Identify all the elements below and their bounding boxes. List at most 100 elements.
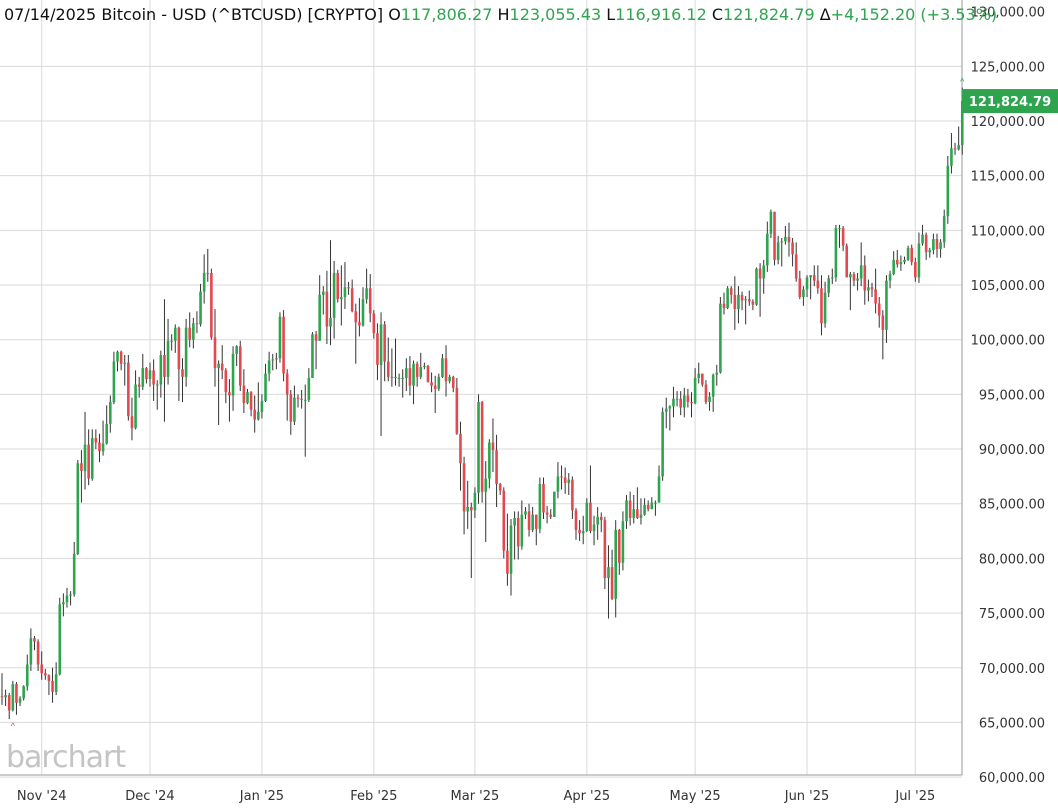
candle-body[interactable] xyxy=(827,278,830,293)
candle-body[interactable] xyxy=(859,265,863,279)
candle-body[interactable] xyxy=(54,674,58,692)
candle-body[interactable] xyxy=(408,368,412,386)
candle-body[interactable] xyxy=(401,377,405,379)
candle-body[interactable] xyxy=(444,358,448,382)
candle-body[interactable] xyxy=(823,292,827,324)
candle-body[interactable] xyxy=(632,509,636,518)
candle-body[interactable] xyxy=(740,294,744,301)
candle-body[interactable] xyxy=(285,373,289,395)
candle-body[interactable] xyxy=(282,316,285,374)
candle-body[interactable] xyxy=(76,463,80,555)
candle-body[interactable] xyxy=(462,463,466,512)
candle-body[interactable] xyxy=(682,395,686,408)
candle-body[interactable] xyxy=(553,491,556,517)
candle-body[interactable] xyxy=(303,399,307,401)
candle-body[interactable] xyxy=(296,397,300,399)
candle-body[interactable] xyxy=(545,512,549,515)
candle-body[interactable] xyxy=(451,376,455,388)
candle-body[interactable] xyxy=(834,228,838,278)
candle-body[interactable] xyxy=(83,444,87,471)
candle-body[interactable] xyxy=(729,288,733,295)
candle-body[interactable] xyxy=(119,351,123,364)
candle-body[interactable] xyxy=(715,372,719,375)
candle-body[interactable] xyxy=(650,502,654,510)
candle-body[interactable] xyxy=(636,509,639,518)
candle-body[interactable] xyxy=(607,567,610,579)
candle-body[interactable] xyxy=(354,311,358,323)
candle-body[interactable] xyxy=(845,245,849,278)
candle-body[interactable] xyxy=(805,277,809,290)
candle-body[interactable] xyxy=(899,262,903,265)
candle-body[interactable] xyxy=(867,287,870,291)
candle-body[interactable] xyxy=(939,242,942,249)
candle-body[interactable] xyxy=(448,376,451,382)
candle-body[interactable] xyxy=(888,274,892,281)
candle-body[interactable] xyxy=(58,604,62,675)
candle-body[interactable] xyxy=(787,236,791,243)
candle-body[interactable] xyxy=(376,333,379,365)
candle-body[interactable] xyxy=(820,288,823,324)
candle-body[interactable] xyxy=(412,363,415,386)
candle-body[interactable] xyxy=(794,254,798,279)
candle-body[interactable] xyxy=(192,323,195,340)
candle-body[interactable] xyxy=(466,507,469,512)
candle-body[interactable] xyxy=(484,478,488,492)
candle-body[interactable] xyxy=(210,272,213,338)
candle-body[interactable] xyxy=(116,351,119,362)
candle-body[interactable] xyxy=(336,272,340,300)
candle-body[interactable] xyxy=(762,265,766,279)
candle-body[interactable] xyxy=(812,275,816,281)
candle-body[interactable] xyxy=(643,504,646,515)
candle-body[interactable] xyxy=(134,384,137,429)
candle-body[interactable] xyxy=(621,521,625,563)
candle-body[interactable] xyxy=(646,504,650,510)
candle-body[interactable] xyxy=(556,476,560,492)
candle-body[interactable] xyxy=(953,148,957,150)
candle-body[interactable] xyxy=(766,233,769,266)
candle-body[interactable] xyxy=(798,278,802,298)
candle-body[interactable] xyxy=(188,327,192,340)
candle-body[interactable] xyxy=(314,334,318,341)
candle-body[interactable] xyxy=(697,373,701,378)
candle-body[interactable] xyxy=(917,243,921,278)
candle-body[interactable] xyxy=(22,686,25,699)
candle-body[interactable] xyxy=(7,695,11,711)
candle-body[interactable] xyxy=(672,398,675,407)
candle-body[interactable] xyxy=(693,377,697,404)
candle-body[interactable] xyxy=(372,313,376,334)
candle-body[interactable] xyxy=(260,400,264,412)
candle-body[interactable] xyxy=(701,373,704,385)
candle-body[interactable] xyxy=(51,680,54,692)
candle-body[interactable] xyxy=(477,402,480,493)
candle-body[interactable] xyxy=(664,408,668,412)
candle-body[interactable] xyxy=(206,272,210,274)
candle-body[interactable] xyxy=(769,211,773,234)
candle-body[interactable] xyxy=(473,492,477,511)
candle-body[interactable] xyxy=(816,280,820,289)
candle-body[interactable] xyxy=(719,303,722,373)
candle-body[interactable] xyxy=(932,239,935,251)
candle-body[interactable] xyxy=(578,529,581,534)
candle-body[interactable] xyxy=(549,514,553,517)
candle-body[interactable] xyxy=(159,355,163,385)
candle-body[interactable] xyxy=(654,502,657,504)
candle-body[interactable] xyxy=(942,216,946,243)
candle-body[interactable] xyxy=(852,274,856,281)
candle-body[interactable] xyxy=(935,239,939,249)
candle-body[interactable] xyxy=(737,294,740,310)
candle-body[interactable] xyxy=(173,327,177,341)
candle-body[interactable] xyxy=(249,392,253,410)
candle-body[interactable] xyxy=(332,272,336,318)
candle-body[interactable] xyxy=(430,382,433,386)
candle-body[interactable] xyxy=(585,502,589,532)
candle-body[interactable] xyxy=(618,529,621,563)
candle-body[interactable] xyxy=(849,274,852,278)
candle-body[interactable] xyxy=(863,265,867,291)
header-symbol[interactable]: Bitcoin - USD (^BTCUSD) [CRYPTO] xyxy=(101,5,384,24)
candle-body[interactable] xyxy=(589,502,592,532)
candle-body[interactable] xyxy=(264,373,267,401)
candle-body[interactable] xyxy=(520,514,524,547)
candle-body[interactable] xyxy=(480,402,484,492)
candle-body[interactable] xyxy=(534,514,538,529)
candle-body[interactable] xyxy=(397,377,401,379)
